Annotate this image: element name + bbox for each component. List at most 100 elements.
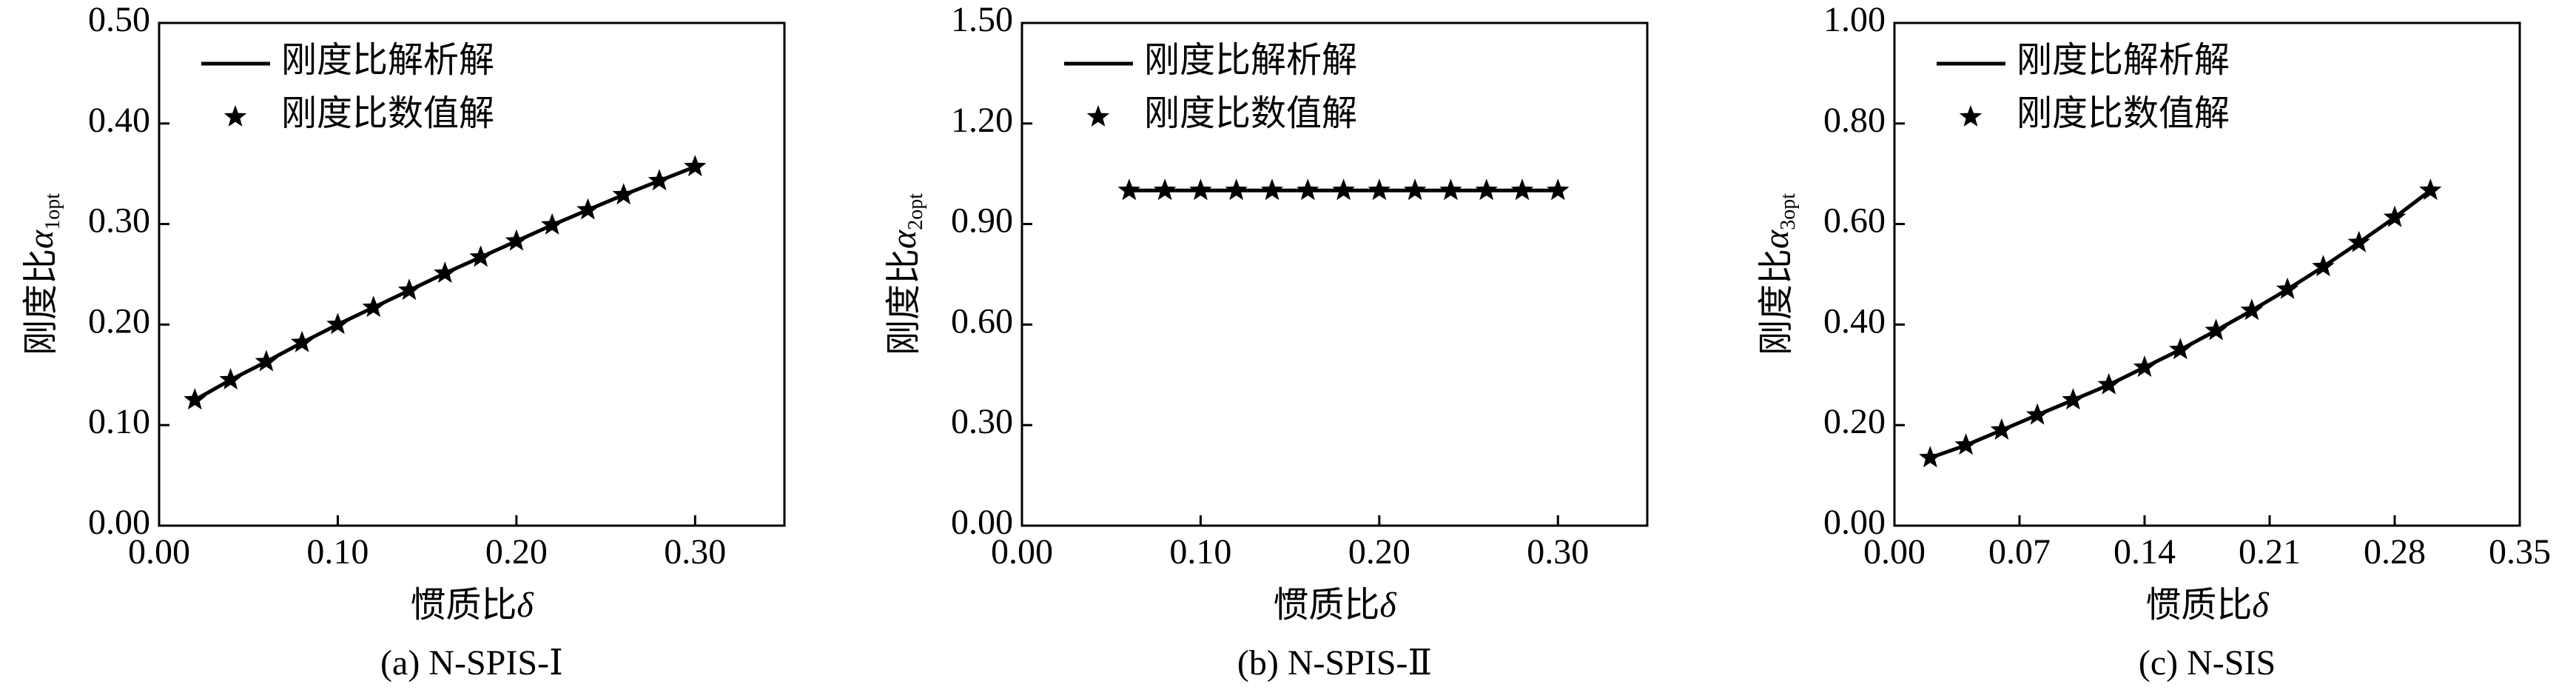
x-tick-label: 0.14	[2113, 532, 2176, 572]
star-marker	[2240, 298, 2264, 321]
y-axis-label: 刚度比α3opt	[1757, 193, 1800, 355]
legend-label: 刚度比数值解	[2017, 94, 2230, 133]
y-tick-label: 0.90	[951, 201, 1013, 241]
star-marker	[184, 388, 206, 410]
y-tick-label: 0.30	[88, 201, 150, 241]
y-label-subscript: 3opt	[1777, 193, 1800, 230]
caption: (a) N-SPIS-Ⅰ	[380, 643, 563, 683]
y-tick-label: 0.20	[1823, 402, 1886, 441]
star-marker	[2347, 230, 2370, 252]
caption: (b) N-SPIS-Ⅱ	[1237, 643, 1432, 683]
y-tick-label: 0.00	[88, 503, 150, 542]
x-tick-label: 0.21	[2239, 532, 2301, 572]
y-tick-label: 0.40	[88, 101, 150, 140]
chart-panel: 0.00 0.30 0.60 0.90 1.20 1.50 0.00 0.10 0.20 0.30…	[884, 0, 1649, 683]
star-marker	[2419, 178, 2442, 201]
star-marker	[2133, 355, 2156, 378]
x-label-text: 惯质比	[2145, 586, 2252, 625]
star-marker	[1954, 433, 1977, 455]
y-tick-label: 0.20	[88, 301, 150, 341]
x-tick-label: 0.07	[1988, 532, 2051, 572]
x-label-text: 惯质比	[1273, 586, 1379, 625]
star-marker	[2062, 388, 2085, 410]
star-marker	[1475, 178, 1498, 201]
x-tick-label: 0.20	[1348, 532, 1410, 572]
caption: (c) N-SIS	[2139, 643, 2276, 683]
x-tick-label: 0.00	[1863, 532, 1926, 572]
star-marker	[326, 312, 349, 335]
star-marker	[434, 261, 457, 284]
star-marker	[2383, 205, 2407, 227]
star-marker	[2205, 318, 2227, 341]
star-marker	[469, 245, 492, 267]
star-marker	[1332, 178, 1355, 201]
y-label-symbol: α	[1757, 230, 1796, 249]
star-marker	[255, 349, 278, 372]
x-tick-label: 0.00	[991, 532, 1053, 572]
x-tick-label: 0.28	[2364, 532, 2426, 572]
star-marker	[1297, 178, 1319, 201]
star-marker	[1225, 178, 1248, 201]
y-tick-label: 0.40	[1823, 301, 1886, 341]
x-label-symbol: δ	[1379, 586, 1396, 625]
star-marker	[612, 183, 635, 205]
x-tick-label: 0.35	[2489, 532, 2551, 572]
star-marker	[219, 368, 242, 389]
y-label-text: 刚度比	[884, 249, 924, 355]
y-tick-label: 0.50	[88, 0, 150, 39]
y-label-symbol: α	[21, 230, 61, 249]
x-label-symbol: δ	[2252, 586, 2269, 625]
star-marker	[1990, 418, 2014, 440]
y-tick-label: 0.30	[951, 402, 1013, 441]
star-marker	[397, 278, 421, 301]
y-tick-label: 1.00	[1823, 0, 1886, 39]
y-axis-label: 刚度比α1opt	[21, 193, 64, 355]
y-axis-label: 刚度比α2opt	[884, 193, 927, 355]
star-marker	[362, 295, 385, 318]
y-tick-label: 0.00	[1823, 503, 1886, 542]
y-tick-label: 1.50	[951, 0, 1013, 39]
star-marker	[1153, 178, 1177, 201]
star-marker	[1510, 178, 1534, 201]
y-label-subscript: 1opt	[41, 193, 64, 230]
star-marker	[290, 330, 314, 352]
legend-marker	[1959, 105, 1983, 127]
y-label-subscript: 2opt	[904, 193, 927, 230]
legend-label: 刚度比数值解	[1144, 94, 1357, 133]
star-marker	[2169, 338, 2192, 360]
star-marker	[1403, 178, 1427, 201]
y-label-text: 刚度比	[1757, 249, 1796, 355]
legend-label: 刚度比数值解	[281, 94, 494, 133]
plot-frame	[1020, 21, 1649, 527]
star-marker	[576, 198, 599, 220]
star-marker	[1368, 178, 1391, 201]
star-marker	[540, 213, 564, 235]
y-tick-label: 0.60	[951, 301, 1013, 341]
star-marker	[1919, 446, 1942, 468]
y-tick-label: 0.10	[88, 402, 150, 441]
x-axis-label: 惯质比δ	[410, 586, 534, 625]
legend-marker	[1086, 105, 1110, 127]
y-tick-label: 0.80	[1823, 101, 1886, 140]
star-marker	[1547, 178, 1570, 201]
x-label-symbol: δ	[517, 586, 534, 625]
legend-label: 刚度比解析解	[2017, 41, 2230, 80]
x-axis-label: 惯质比δ	[2145, 586, 2269, 625]
y-label-text: 刚度比	[21, 249, 61, 355]
x-tick-label: 0.30	[1527, 532, 1589, 572]
chart-panel: 0.00 0.10 0.20 0.30 0.40 0.50 0.00 0.10 0.20 0.30…	[21, 0, 786, 683]
x-tick-label: 0.00	[128, 532, 190, 572]
x-tick-label: 0.20	[485, 532, 548, 572]
x-tick-label: 0.10	[306, 532, 369, 572]
x-axis-label: 惯质比δ	[1273, 586, 1396, 625]
star-marker	[2025, 403, 2049, 425]
star-marker	[2276, 277, 2299, 299]
star-marker	[1439, 178, 1462, 201]
star-marker	[648, 169, 671, 191]
star-marker	[2097, 372, 2120, 395]
star-marker	[505, 229, 528, 251]
legend-marker	[223, 105, 247, 127]
star-marker	[2312, 255, 2335, 277]
plot-frame	[1893, 21, 2521, 527]
